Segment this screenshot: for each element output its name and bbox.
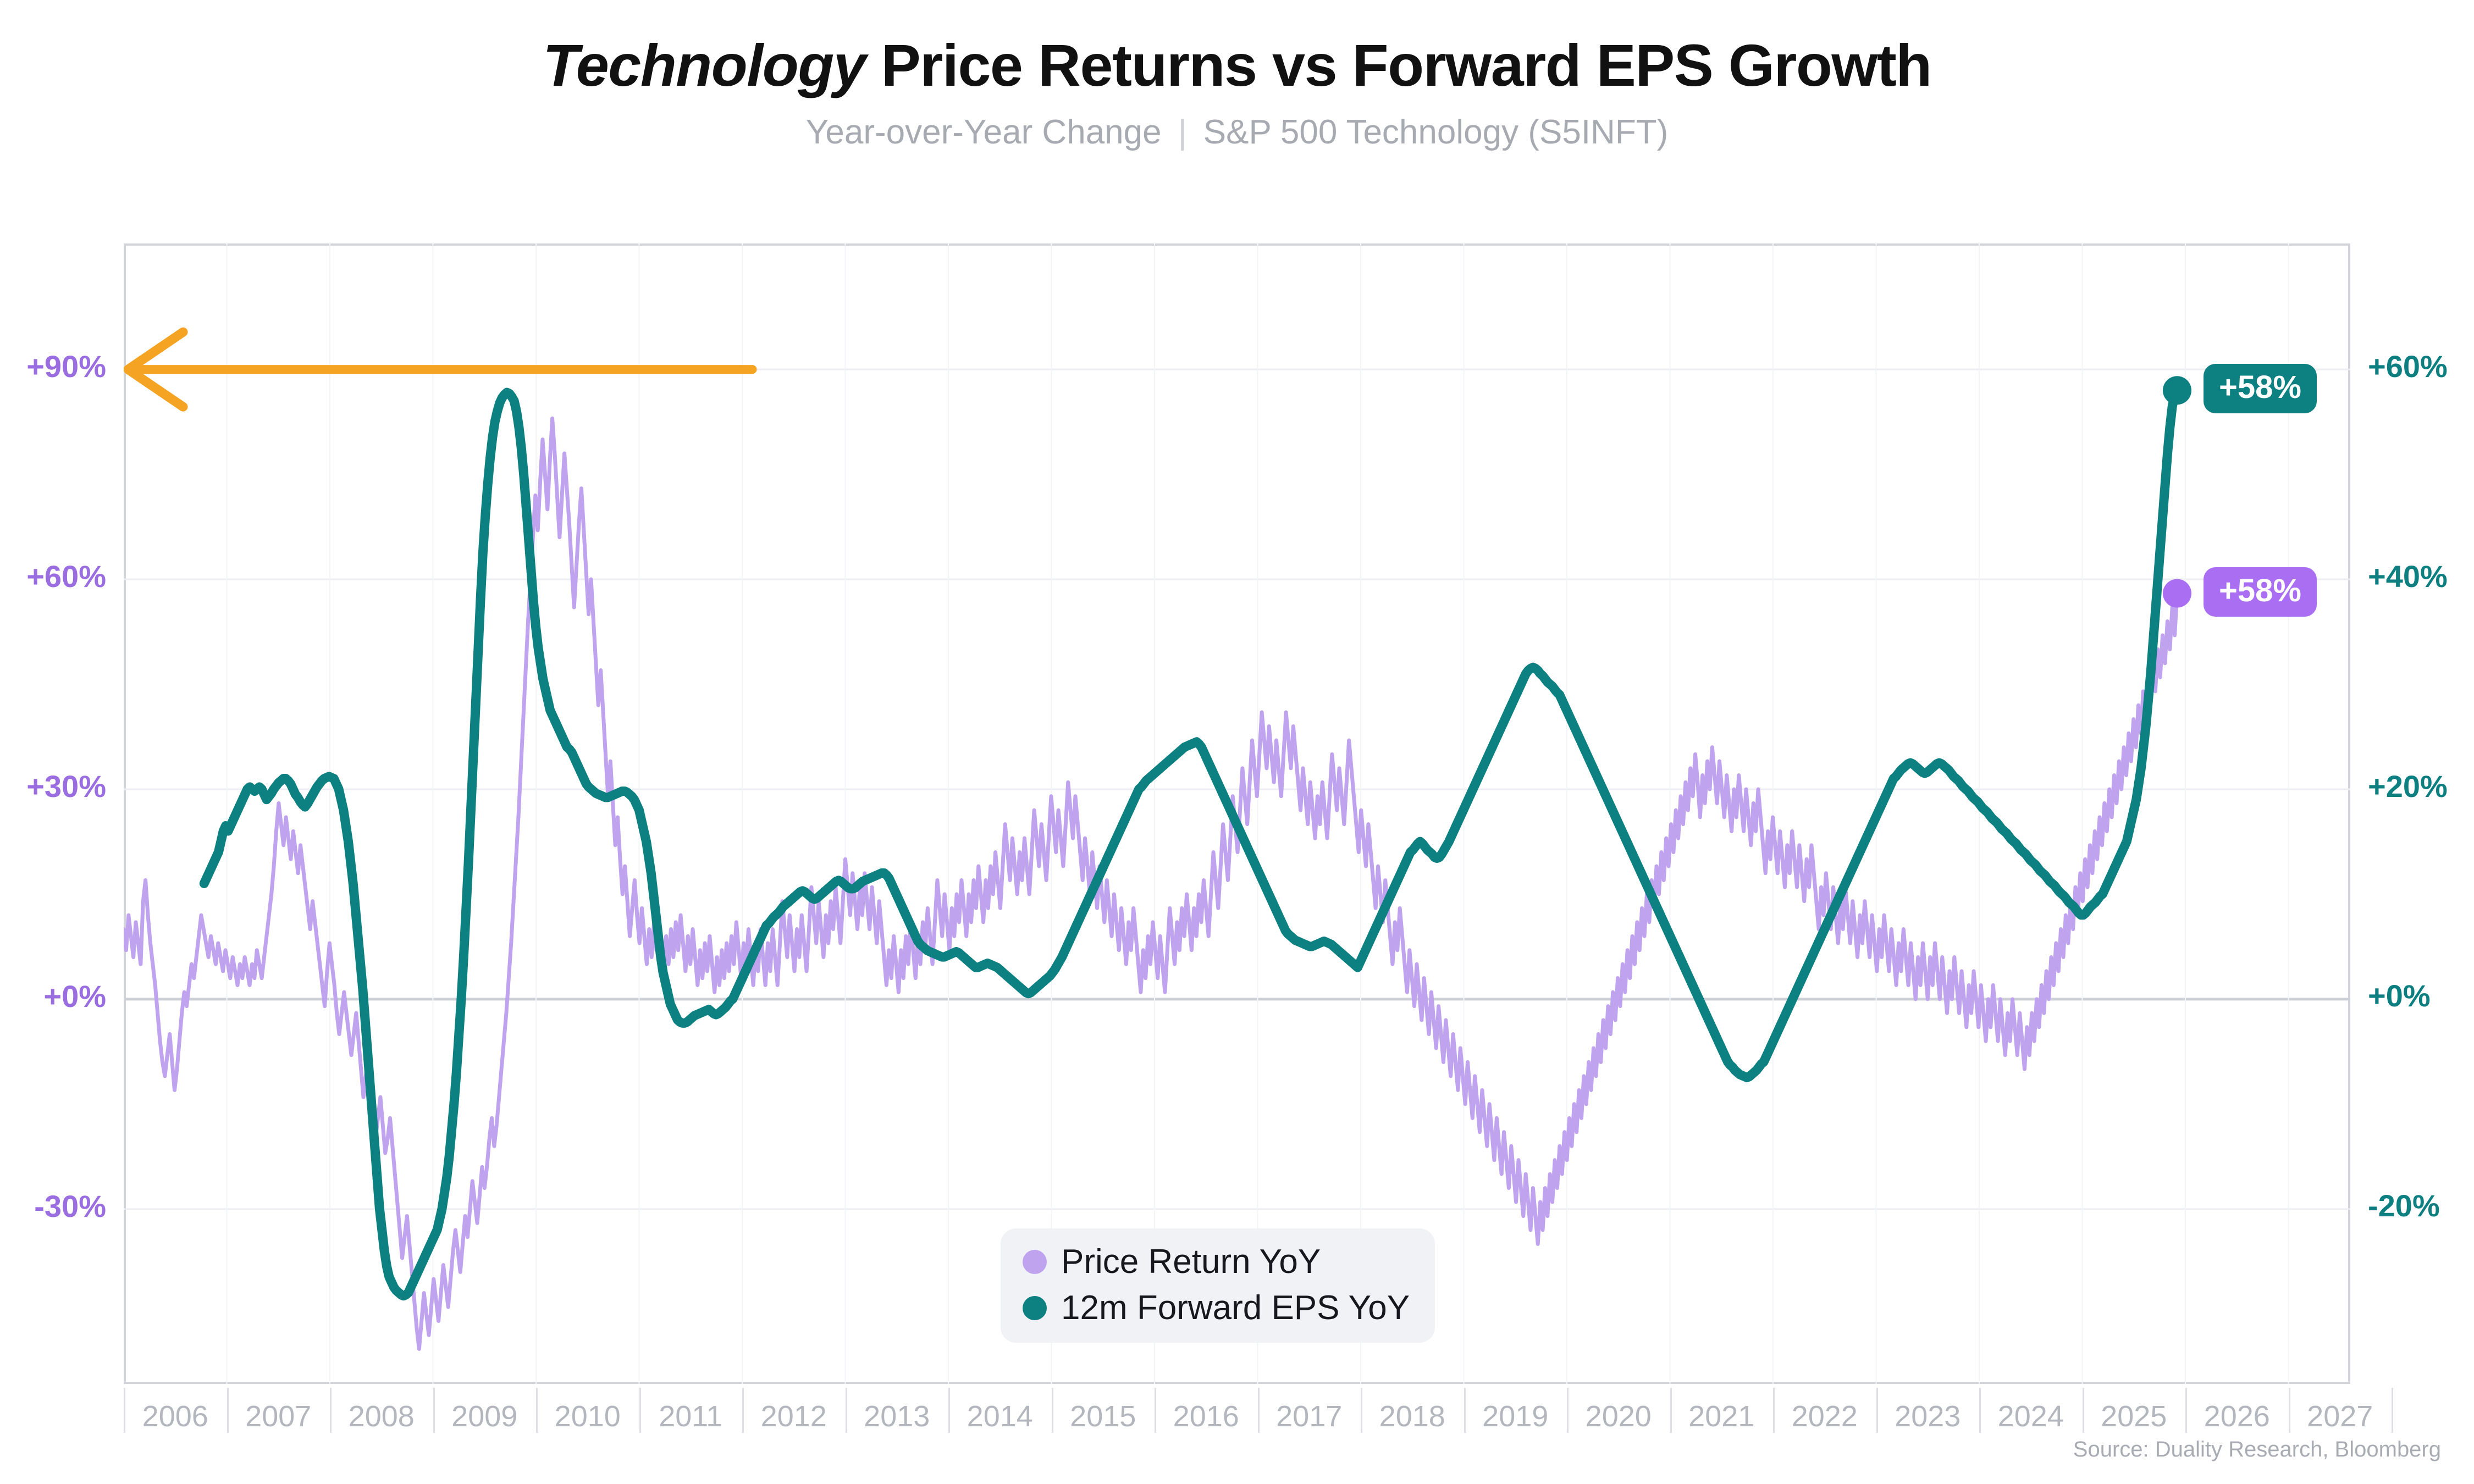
x-tick-2024: 2024 — [1997, 1400, 2064, 1433]
chart-header: Technology Price Returns vs Forward EPS … — [0, 32, 2474, 152]
x-tick-separator-2011 — [639, 1388, 641, 1433]
end-dot-price — [2163, 579, 2191, 608]
subtitle-right: S&P 500 Technology (S5INFT) — [1203, 113, 1669, 151]
x-tick-separator-2013 — [845, 1388, 847, 1433]
end-markers — [2163, 376, 2191, 608]
y-tick-left-3: +0% — [43, 978, 106, 1014]
x-tick-2019: 2019 — [1482, 1400, 1549, 1433]
x-tick-2018: 2018 — [1379, 1400, 1445, 1433]
y-tick-left-0: +90% — [26, 349, 106, 384]
x-tick-separator-2009 — [433, 1388, 435, 1433]
x-tick-separator-end — [2392, 1388, 2393, 1433]
subtitle-left: Year-over-Year Change — [805, 113, 1162, 151]
y-tick-left-1: +60% — [26, 559, 106, 594]
x-axis-separators — [226, 243, 2289, 1384]
x-tick-separator-2020 — [1567, 1388, 1569, 1433]
x-tick-2016: 2016 — [1173, 1400, 1239, 1433]
x-tick-separator-2025 — [2082, 1388, 2084, 1433]
y-tick-right-1: +40% — [2368, 558, 2448, 594]
x-tick-2027: 2027 — [2307, 1400, 2373, 1433]
y-tick-right-2: +20% — [2368, 768, 2448, 804]
legend-label-eps: 12m Forward EPS YoY — [1061, 1289, 1410, 1327]
y-tick-left-4: -30% — [34, 1188, 106, 1223]
title-accent-word: Technology — [543, 32, 866, 98]
source-note: Source: Duality Research, Bloomberg — [2073, 1437, 2441, 1461]
legend-color-dot-price — [1023, 1250, 1047, 1274]
x-tick-separator-2017 — [1257, 1388, 1260, 1433]
x-tick-2014: 2014 — [967, 1400, 1033, 1433]
legend-label-price: Price Return YoY — [1061, 1243, 1321, 1281]
x-tick-2010: 2010 — [554, 1400, 621, 1433]
x-tick-2022: 2022 — [1791, 1400, 1858, 1433]
x-tick-2008: 2008 — [348, 1400, 415, 1433]
legend-item-price-return[interactable]: Price Return YoY — [1023, 1245, 1410, 1279]
end-badge-eps: +58% — [2204, 364, 2317, 414]
y-tick-right-4: -20% — [2368, 1188, 2440, 1223]
chart-legend: Price Return YoY 12m Forward EPS YoY — [1001, 1228, 1435, 1343]
x-tick-separator-2022 — [1773, 1388, 1775, 1433]
x-tick-separator-2010 — [536, 1388, 538, 1433]
chart-subtitle: Year-over-Year Change | S&P 500 Technolo… — [0, 113, 2474, 152]
x-tick-2007: 2007 — [245, 1400, 312, 1433]
title-rest: Price Returns vs Forward EPS Growth — [865, 32, 1932, 98]
x-tick-separator-2007 — [227, 1388, 229, 1433]
y-tick-right-3: +0% — [2368, 978, 2431, 1014]
x-tick-2026: 2026 — [2204, 1400, 2270, 1433]
x-tick-separator-2027 — [2288, 1388, 2290, 1433]
x-tick-2012: 2012 — [760, 1400, 827, 1433]
x-tick-separator-2012 — [742, 1388, 744, 1433]
x-tick-2025: 2025 — [2101, 1400, 2167, 1433]
end-dot-eps — [2163, 376, 2191, 405]
x-tick-2006: 2006 — [142, 1400, 208, 1433]
x-tick-separator-2008 — [330, 1388, 332, 1433]
legend-color-dot-eps — [1023, 1296, 1047, 1320]
x-tick-separator-2024 — [1979, 1388, 1981, 1433]
annotation-arrow — [124, 327, 2334, 412]
x-tick-2021: 2021 — [1688, 1400, 1755, 1433]
x-tick-2015: 2015 — [1070, 1400, 1136, 1433]
y-tick-right-0: +60% — [2368, 349, 2448, 384]
plot-area — [124, 243, 2350, 1384]
legend-item-forward-eps[interactable]: 12m Forward EPS YoY — [1023, 1291, 1410, 1325]
series-lines — [124, 385, 2182, 1351]
x-tick-separator-2016 — [1155, 1388, 1156, 1433]
series-line-forward-eps — [199, 385, 2182, 1301]
x-tick-2023: 2023 — [1895, 1400, 1961, 1433]
x-tick-separator-2015 — [1051, 1388, 1053, 1433]
subtitle-separator: | — [1178, 113, 1187, 151]
x-tick-2020: 2020 — [1585, 1400, 1652, 1433]
y-tick-left-2: +30% — [26, 768, 106, 804]
x-tick-2013: 2013 — [864, 1400, 930, 1433]
x-tick-separator-2006 — [124, 1388, 125, 1433]
x-tick-separator-2023 — [1876, 1388, 1878, 1433]
x-tick-separator-2014 — [948, 1388, 950, 1433]
x-tick-2009: 2009 — [451, 1400, 518, 1433]
x-tick-separator-2021 — [1670, 1388, 1672, 1433]
x-tick-separator-2026 — [2185, 1388, 2187, 1433]
x-tick-separator-2018 — [1361, 1388, 1362, 1433]
x-tick-2011: 2011 — [659, 1400, 723, 1433]
end-badge-price: +58% — [2204, 567, 2317, 617]
x-tick-separator-2019 — [1464, 1388, 1466, 1433]
page-title: Technology Price Returns vs Forward EPS … — [0, 32, 2474, 98]
x-tick-2017: 2017 — [1276, 1400, 1343, 1433]
